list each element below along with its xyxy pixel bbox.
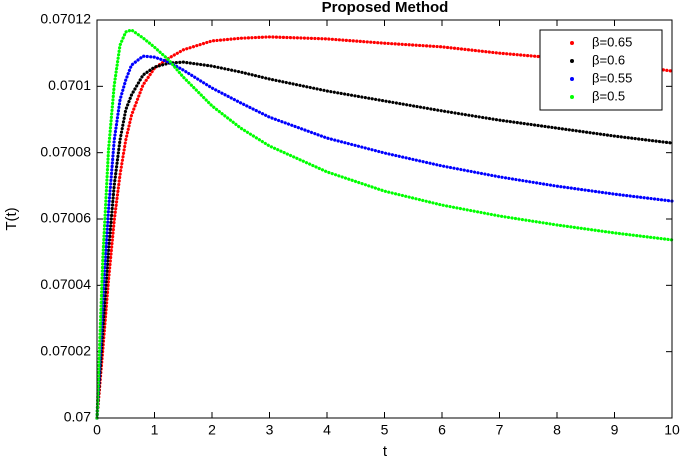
x-tick-label: 2 (208, 422, 216, 438)
y-tick-label: 0.07004 (40, 276, 91, 292)
legend-label: β=0.65 (592, 34, 632, 49)
x-tick-label: 6 (438, 422, 446, 438)
y-tick-label: 0.0701 (48, 77, 91, 93)
series-line (95, 60, 674, 420)
plot-frame (96, 19, 673, 419)
legend-label: β=0.5 (592, 88, 625, 103)
series-line (95, 35, 674, 420)
legend-label: β=0.55 (592, 70, 632, 85)
x-tick-label: 8 (553, 422, 561, 438)
x-tick-label: 4 (323, 422, 331, 438)
x-tick-label: 3 (266, 422, 274, 438)
x-tick-label: 1 (151, 422, 159, 438)
y-axis-label: T(t) (3, 207, 20, 230)
chart-title: Proposed Method (322, 0, 449, 16)
legend-label: β=0.6 (592, 52, 625, 67)
y-tick-label: 0.07012 (40, 11, 91, 27)
x-tick-label: 10 (664, 422, 680, 438)
x-tick-label: 5 (381, 422, 389, 438)
legend-marker (570, 41, 574, 45)
x-axis-label: t (383, 443, 388, 460)
y-tick-label: 0.07008 (40, 143, 91, 159)
legend-box (539, 29, 663, 111)
legend-marker (570, 95, 574, 99)
series-line (95, 28, 674, 420)
y-tick-label: 0.07 (64, 409, 91, 425)
legend-marker (570, 59, 574, 63)
series-line (95, 54, 674, 420)
y-tick-label: 0.07006 (40, 210, 91, 226)
x-tick-label: 9 (611, 422, 619, 438)
legend-marker (570, 77, 574, 81)
x-tick-label: 7 (496, 422, 504, 438)
y-tick-label: 0.07002 (40, 342, 91, 358)
x-tick-label: 0 (93, 422, 101, 438)
